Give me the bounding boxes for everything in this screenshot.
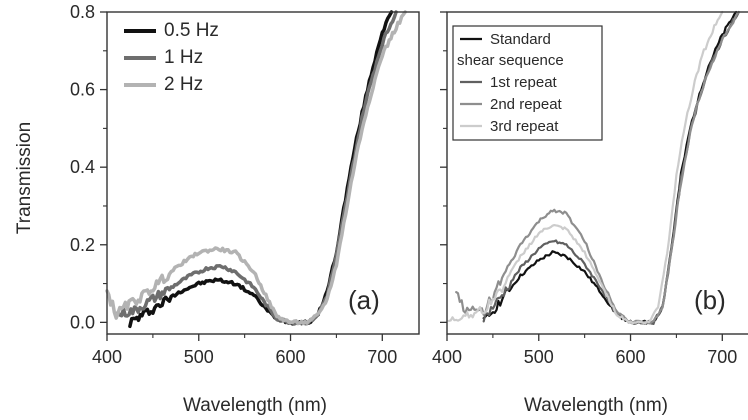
panel-a-series <box>105 10 407 329</box>
panel-b-legend: Standard shear sequence 1st repeat 2nd repe… <box>452 25 603 141</box>
panel-a-x-axis-title: Wavelength (nm) <box>183 395 327 416</box>
panel-a: 400 500 600 700 0.0 0.2 0.4 0.6 0.8 0.5 Hz 1 Hz 2 … <box>70 2 420 416</box>
x-tick-label: 600 <box>276 347 306 367</box>
panel-b-series <box>447 10 740 325</box>
series-line-3 <box>455 10 740 325</box>
legend-label: 3rd repeat <box>490 118 559 135</box>
y-axis-title: Transmission <box>14 122 35 234</box>
y-tick-label: 0.6 <box>70 80 95 100</box>
x-tick-label: 400 <box>432 347 462 367</box>
panel-b: 400 500 600 700 Standard shear sequence 1st r… <box>432 10 748 416</box>
x-tick-label: 400 <box>92 347 122 367</box>
panel-b-label: (b) <box>694 285 726 315</box>
x-tick-label: 700 <box>707 347 737 367</box>
y-tick-label: 0.8 <box>70 2 95 22</box>
x-tick-label: 500 <box>524 347 554 367</box>
y-tick-label: 0.0 <box>70 312 95 332</box>
x-tick-label: 700 <box>367 347 397 367</box>
y-tick-label: 0.4 <box>70 157 95 177</box>
panel-b-x-axis-title: Wavelength (nm) <box>524 395 668 416</box>
panel-a-frame <box>106 11 420 335</box>
y-tick-label: 0.2 <box>70 235 95 255</box>
panel-b-ticks: 400 500 600 700 <box>432 11 737 367</box>
legend-label: shear sequence <box>457 52 564 69</box>
panel-a-ticks: 400 500 600 700 0.0 0.2 0.4 0.6 0.8 <box>70 2 397 367</box>
legend-label: 2nd repeat <box>490 96 563 113</box>
legend-label: 0.5 Hz <box>164 20 219 41</box>
series-line-3 <box>105 10 407 326</box>
legend-label: 2 Hz <box>164 74 203 95</box>
panel-a-legend: 0.5 Hz 1 Hz 2 Hz <box>124 20 219 95</box>
panel-b-frame <box>446 11 748 335</box>
x-tick-label: 600 <box>616 347 646 367</box>
x-tick-label: 500 <box>184 347 214 367</box>
legend-label: Standard <box>490 31 551 48</box>
panel-a-label: (a) <box>348 285 380 315</box>
legend-label: 1 Hz <box>164 47 203 68</box>
legend-label: 1st repeat <box>490 74 558 91</box>
series-line-4 <box>447 10 724 325</box>
